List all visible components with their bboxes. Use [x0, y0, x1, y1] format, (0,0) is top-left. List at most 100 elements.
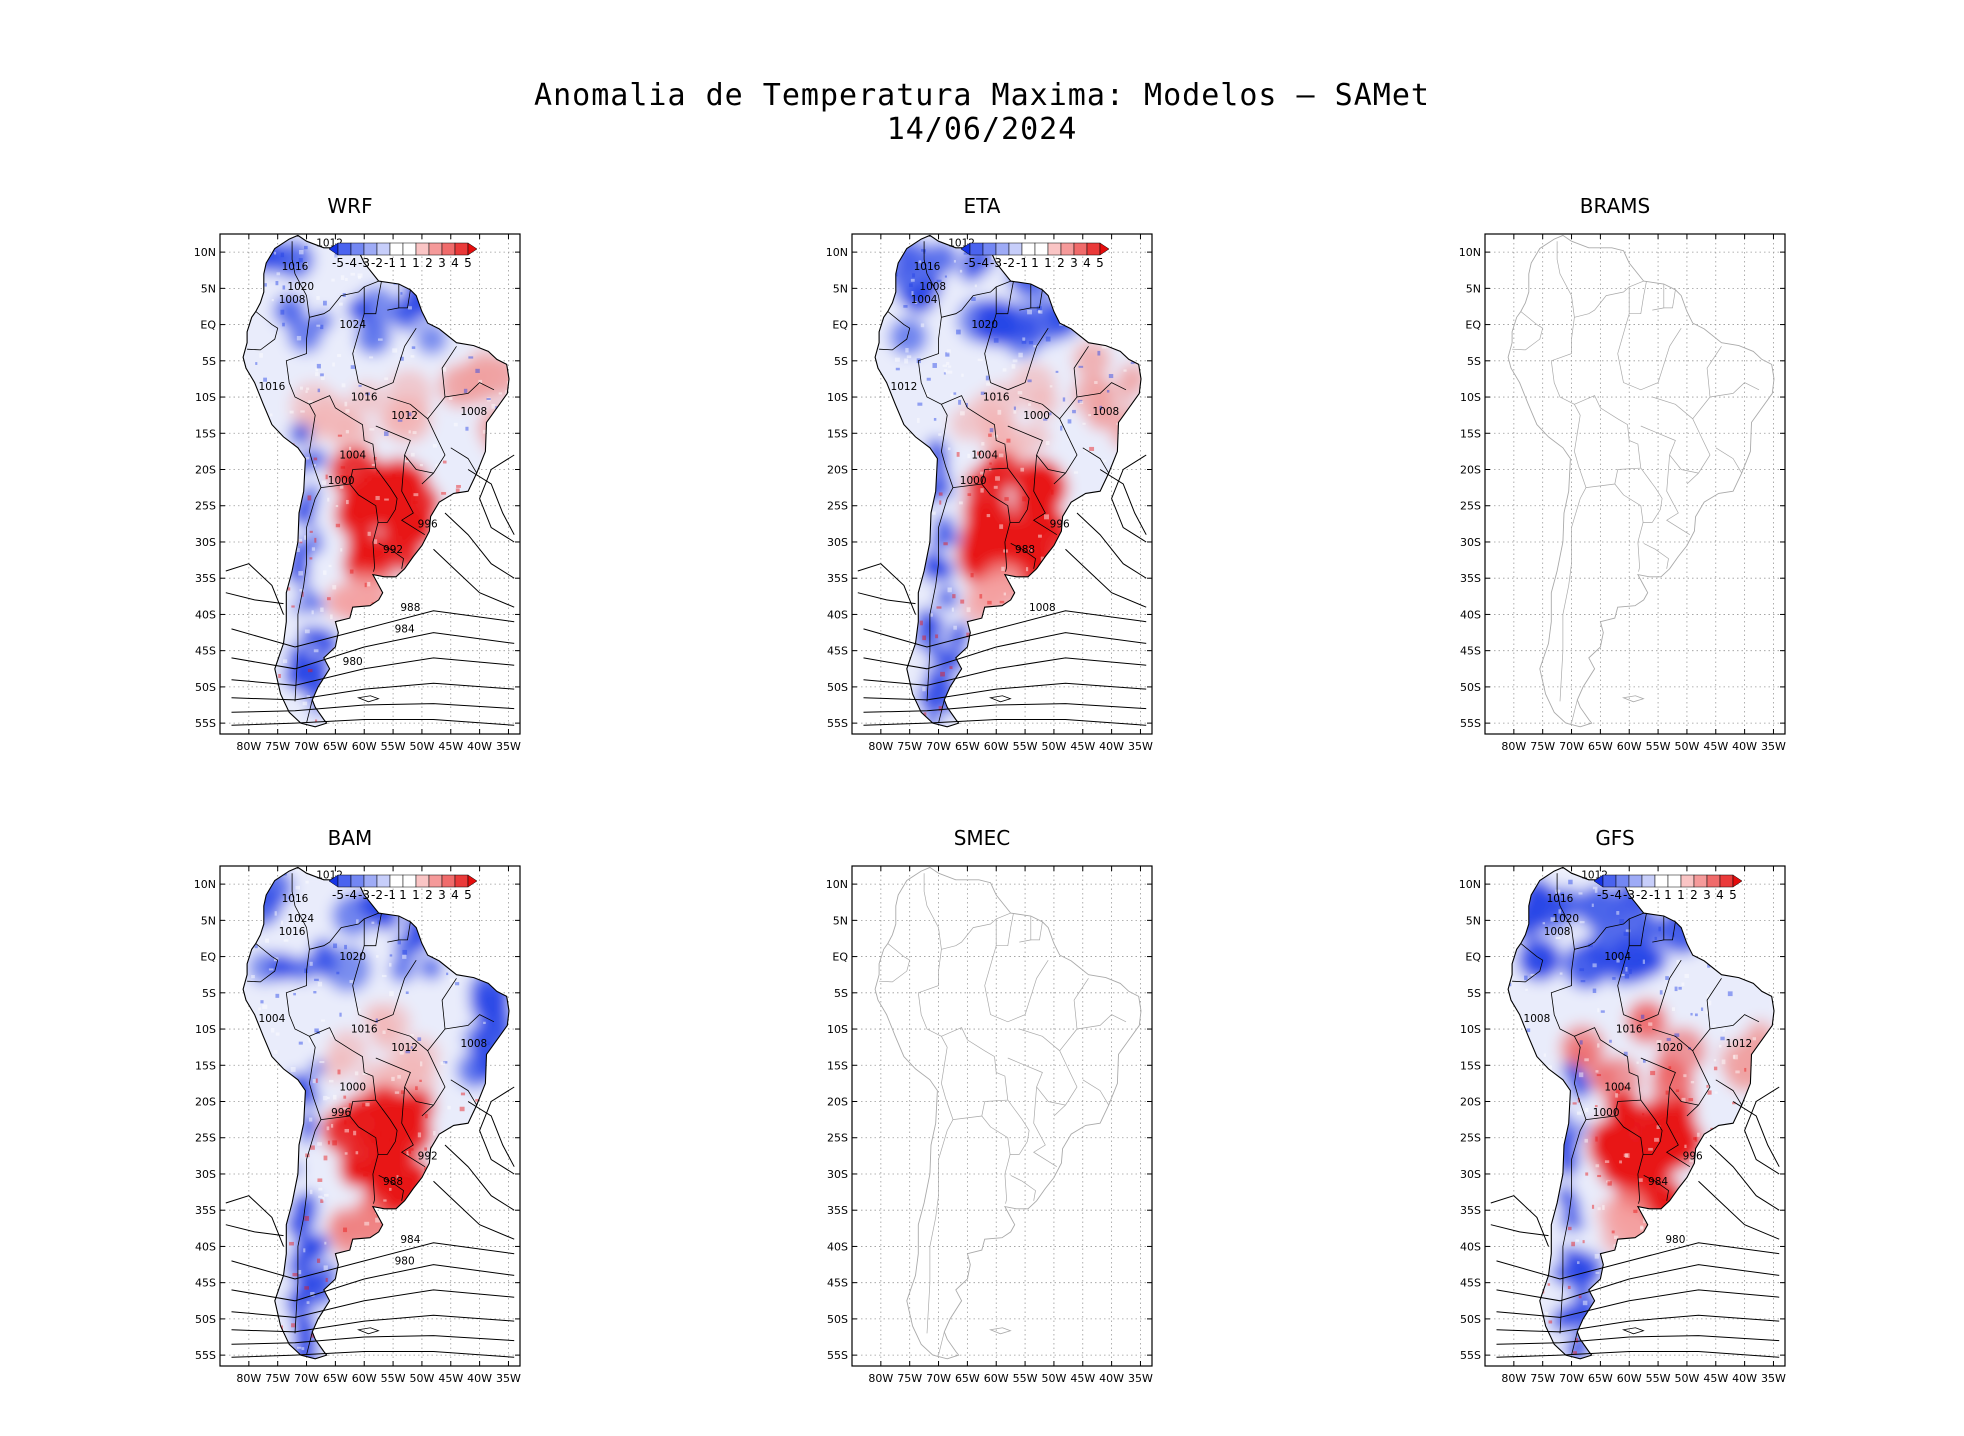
colorbar-swatch [995, 242, 1010, 256]
lon-tick-label: 40W [467, 1372, 492, 1385]
colorbar-label: -4 [1610, 888, 1622, 902]
colorbar-swatch [1719, 874, 1734, 888]
lat-tick-label: 5S [202, 987, 216, 1000]
lat-tick-label: 45S [827, 1277, 848, 1290]
coastline [1507, 866, 1775, 1360]
colorbar-label: 5 [464, 256, 472, 270]
lat-tick-label: 15S [827, 427, 848, 440]
isobar-label: 1020 [339, 951, 366, 963]
lon-tick-label: 70W [294, 1372, 319, 1385]
isobar-label: 1016 [1547, 893, 1574, 905]
lat-tick-label: 50S [195, 1313, 216, 1326]
colorbar-swatch [1667, 874, 1682, 888]
lon-tick-label: 80W [236, 740, 261, 753]
lat-tick-label: 50S [827, 1313, 848, 1326]
coastline [242, 234, 510, 728]
lat-tick-label: 35S [827, 1204, 848, 1217]
lat-tick-label: 20S [195, 464, 216, 477]
colorbar-label: 3 [1703, 888, 1711, 902]
isobar-label: 988 [1015, 544, 1035, 556]
lat-tick-label: EQ [1465, 319, 1481, 332]
lon-tick-label: 50W [1041, 740, 1066, 753]
isobar-label: 984 [400, 1234, 420, 1246]
colorbar-label: -3 [358, 888, 370, 902]
colorbar-label: -1 [1016, 256, 1028, 270]
isobar-label: 1004 [971, 450, 998, 462]
panel-title: GFS [1595, 826, 1635, 850]
colorbar-swatch [1021, 242, 1036, 256]
lon-tick-label: 45W [438, 1372, 463, 1385]
lat-tick-label: 40S [195, 1240, 216, 1253]
colorbar-swatch [337, 242, 352, 256]
colorbar-swatch [337, 874, 352, 888]
lat-tick-label: 10S [1460, 391, 1481, 404]
colorbar-swatch [1615, 874, 1630, 888]
isobar-label: 980 [1665, 1234, 1685, 1246]
isobar-label: 988 [383, 1176, 403, 1188]
colorbar-label: 3 [438, 888, 446, 902]
isobar-label: 988 [400, 602, 420, 614]
isobars [225, 1086, 515, 1358]
isobar-label: 1008 [919, 281, 946, 293]
lat-tick-label: 30S [1460, 536, 1481, 549]
lon-tick-label: 40W [1099, 1372, 1124, 1385]
isobar-label: 1008 [279, 294, 306, 306]
isobar-label: 1000 [339, 1082, 366, 1094]
colorbar-label: -4 [345, 888, 357, 902]
isobar-label: 984 [395, 624, 415, 636]
colorbar-label: -1 [1649, 888, 1661, 902]
colorbar-swatch [1628, 874, 1643, 888]
lat-tick-label: 50S [1460, 1313, 1481, 1326]
lat-tick-label: 5S [834, 987, 848, 1000]
map-frame [851, 233, 1153, 735]
lat-tick-label: 40S [827, 608, 848, 621]
lon-tick-label: 40W [1732, 740, 1757, 753]
colorbar-swatch [350, 242, 365, 256]
axis-ticks: 10N 5N EQ 5S 10S 15S 20S 25S 30S 35S 40S 45S 50S 55S 8… [1459, 234, 1786, 753]
lon-tick-label: 65W [955, 1372, 980, 1385]
map-brams: 10N 5N EQ 5S 10S 15S 20S 25S 30S 35S 40S 45S 50S 55S 8… [1459, 233, 1786, 753]
colorbar-label: 4 [1716, 888, 1724, 902]
colorbar-label: -2 [1003, 256, 1015, 270]
lon-tick-label: 80W [236, 1372, 261, 1385]
isobar-label: 980 [395, 1256, 415, 1268]
colorbar-label: 2 [1057, 256, 1065, 270]
panel-gfs: GFS 1012 1016 1020 1008 1004 1016 1020 1012 1008… [1440, 826, 1790, 1386]
colorbar-label: 3 [438, 256, 446, 270]
lat-tick-label: 10N [194, 246, 216, 259]
colorbar-swatch [376, 874, 391, 888]
lat-tick-label: 40S [1460, 1240, 1481, 1253]
lat-tick-label: 20S [1460, 464, 1481, 477]
lat-tick-label: 35S [195, 1204, 216, 1217]
colorbar-swatch [969, 242, 984, 256]
map-frame [219, 865, 521, 1367]
colorbar-label: -3 [990, 256, 1002, 270]
isobar-label: 1004 [259, 1013, 286, 1025]
lon-tick-label: 70W [926, 740, 951, 753]
lon-tick-label: 60W [984, 1372, 1009, 1385]
lat-tick-label: 35S [1460, 1204, 1481, 1217]
map-frame-bg [1485, 234, 1785, 734]
colorbar-label: -5 [332, 888, 344, 902]
colorbar-arrow-right [1732, 874, 1743, 888]
lat-tick-label: 5N [833, 282, 848, 295]
lat-tick-label: 50S [195, 681, 216, 694]
axis-ticks: 10N 5N EQ 5S 10S 15S 20S 25S 30S 35S 40S 45S 50S 55S 8… [826, 866, 1153, 1385]
lat-tick-label: 25S [827, 500, 848, 513]
isobar-label: 1016 [983, 392, 1010, 404]
colorbar-swatch [415, 874, 430, 888]
isobar-label: 984 [1648, 1176, 1668, 1188]
isobar-label: 1024 [287, 913, 314, 925]
colorbar-swatch [350, 874, 365, 888]
isobar-label: 1004 [1604, 951, 1631, 963]
lat-tick-label: 25S [195, 500, 216, 513]
colorbar-arrow-right [467, 242, 478, 256]
lon-tick-label: 60W [1617, 740, 1642, 753]
panel-smec: SMEC 10N 5N EQ 5S 10S 15S 20S 25S 30S 35S 40S 45S 50… [807, 826, 1157, 1386]
colorbar-arrow-right [1099, 242, 1110, 256]
colorbar-swatch [454, 874, 469, 888]
colorbar-swatch [428, 242, 443, 256]
colorbar-swatch [454, 242, 469, 256]
lon-tick-label: 50W [1041, 1372, 1066, 1385]
